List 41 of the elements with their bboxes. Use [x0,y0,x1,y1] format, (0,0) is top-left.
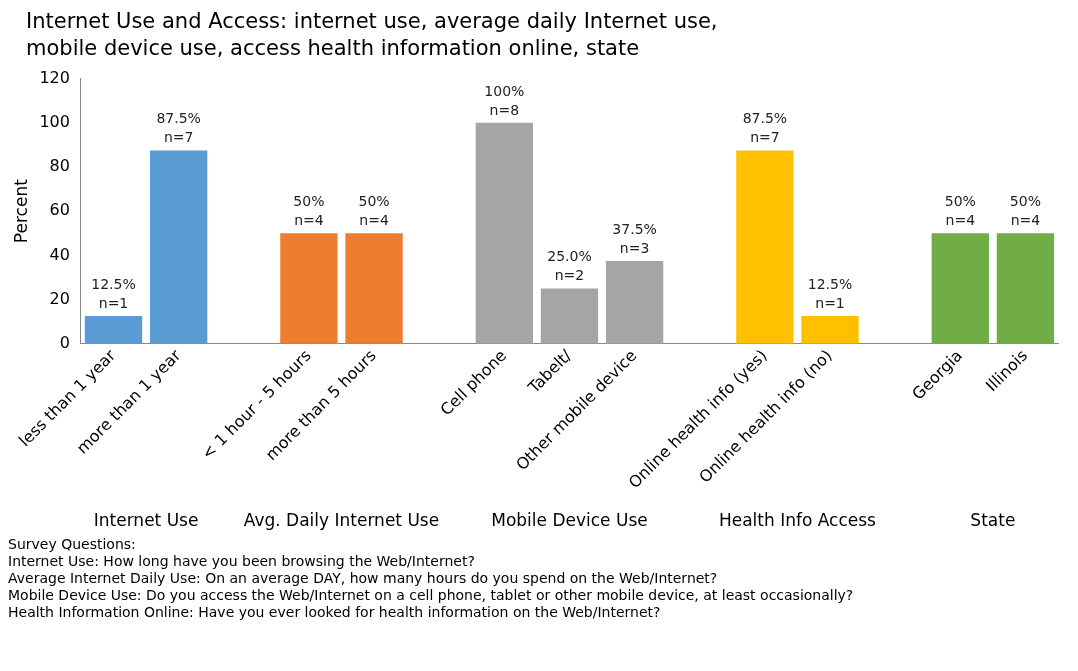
text: Avg. Daily Internet Use [243,510,440,530]
data-label: 25.0% n=2 [547,248,592,284]
text: Health Information Online: Have you ever looked for health information on the Web/Internet? [8,604,662,621]
text: Mobile Device Use [491,510,648,530]
bar [475,122,533,344]
data-label: 50% n=4 [358,193,390,229]
data-label: 50% n=4 [293,193,325,229]
text: Mobile Device Use: Do you access the Web/Internet on a cell phone, tablet or other mobile device, at least occasionally? [8,587,855,604]
text: Average Internet Daily Use: On an average DAY, how many hours do you spend on the Web/Internet? [8,570,719,587]
data-label: 37.5% n=3 [612,220,657,256]
data-label: 87.5% n=7 [156,110,201,146]
text: Internet Use: How long have you been browsing the Web/Internet? [8,553,476,570]
data-label: 12.5% n=1 [91,276,136,312]
y-axis-title: Percent [10,178,31,244]
text: Survey Questions: [8,536,137,553]
bar [736,150,794,344]
bar [280,233,338,344]
bar [996,233,1055,344]
bar [801,316,859,344]
data-label: 50% n=4 [944,193,976,229]
y-tick-label: 20 [49,288,70,308]
bar [149,150,208,344]
text: Internet Use [93,510,199,530]
y-tick-label: 100 [39,111,70,131]
data-label: 12.5% n=1 [807,276,853,312]
text: State [970,510,1016,530]
y-tick-label: 120 [39,67,70,87]
bar [605,260,664,344]
text: Health Info Access [718,510,877,530]
y-tick-label: 80 [49,156,70,176]
bar [345,233,403,344]
y-tick-label: 0 [59,332,70,352]
data-label: 50% n=4 [1009,193,1041,229]
y-tick-label: 40 [49,244,70,264]
bar [540,288,599,344]
data-label: 87.5% n=7 [742,110,788,146]
y-tick-label: 60 [49,200,70,220]
bar [84,316,143,344]
data-label: 100% n=8 [484,82,525,118]
bar [931,233,989,344]
chart-title: Internet Use and Access: internet use, average daily Internet use, mobile device use, access health information online, state [26,8,719,62]
